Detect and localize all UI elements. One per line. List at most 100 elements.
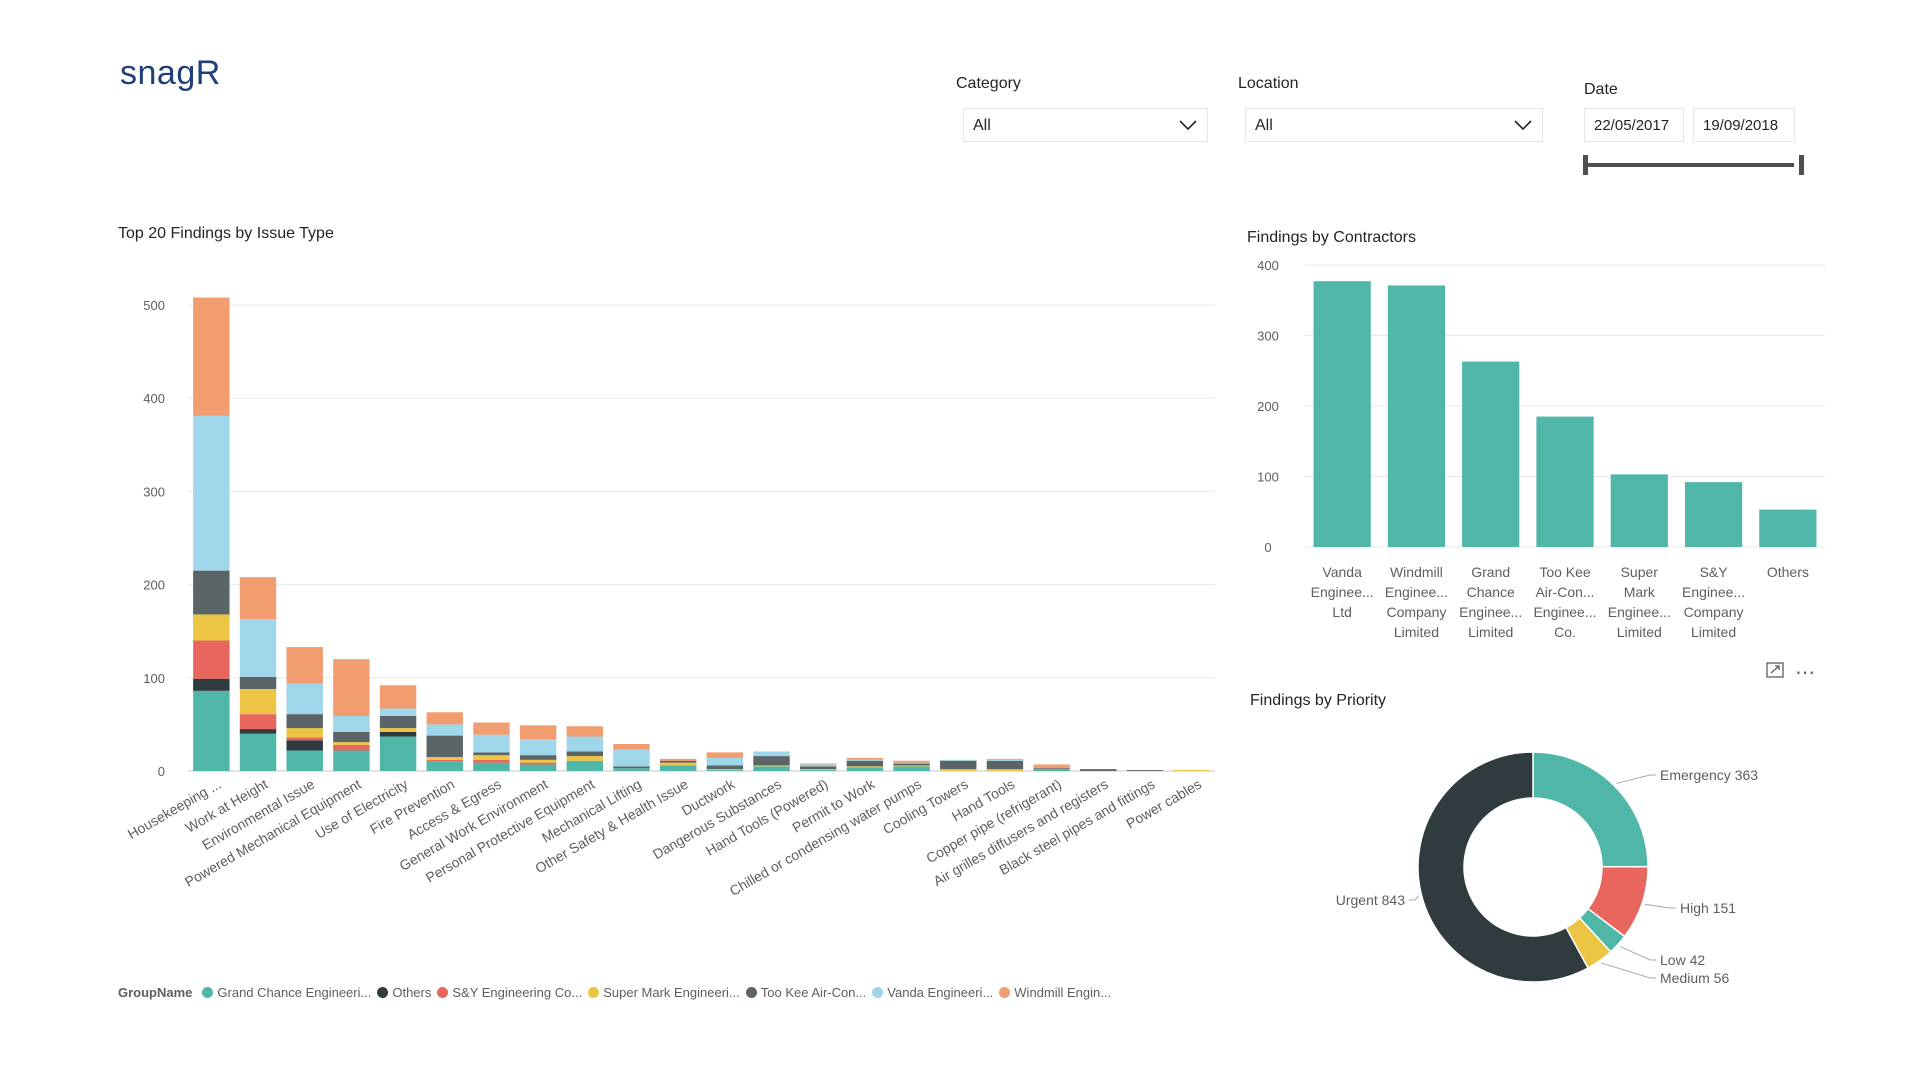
bar-segment [519,725,557,740]
y-tick-label: 0 [1264,540,1271,555]
x-category-label: Windmill [1390,564,1443,580]
category-selected-value: All [973,117,991,134]
date-range-slider[interactable] [1583,163,1794,167]
y-tick-label: 400 [143,391,165,406]
bar-segment [426,757,463,760]
snagr-logo: snagR [120,54,221,92]
bar-segment [706,765,744,770]
bar-segment [519,762,557,765]
more-options-icon[interactable]: ⋯ [1795,662,1816,684]
bar-segment [333,750,370,771]
contractors-bar-chart: 0 100 200 300 400 Vanda Enginee... Ltd Windmill E… [1257,258,1825,640]
legend-item[interactable]: Windmill Engin... [999,985,1111,1000]
category-dropdown[interactable]: All [963,108,1208,142]
bar-segment [566,760,604,771]
donut-slice [1532,751,1649,868]
issue-chart-legend: GroupName Grand Chance Engineeri... Others… [118,985,1117,1000]
legend-title: GroupName [118,985,193,1000]
legend-label: S&Y Engineering Co... [452,985,583,1000]
bar-segment [239,733,277,771]
bar-segment [379,728,417,732]
x-category-label: Enginee... [1608,604,1671,620]
bar-segment [193,297,230,416]
bar-segment [940,759,977,761]
legend-item[interactable]: Grand Chance Engineeri... [202,985,371,1000]
x-category-label: Enginee... [1311,584,1374,600]
bar-segment [286,750,323,771]
x-category-label: Company [1386,604,1446,620]
chevron-down-icon [1514,120,1532,130]
y-tick-label: 500 [143,298,165,313]
bar-segment [613,743,650,750]
contractor-bar [1536,416,1594,547]
date-slider-end-handle[interactable] [1799,155,1804,175]
legend-label: Grand Chance Engineeri... [217,985,372,1000]
bar-segment [426,712,463,725]
bar-segment [659,760,697,763]
bar-segment [566,756,604,761]
bar-segment [286,647,323,684]
bar-segment [426,759,463,762]
bar-segment [566,751,604,757]
leader-line [1644,903,1676,909]
x-category-label: Enginee... [1682,584,1745,600]
x-category-label: Limited [1617,624,1662,640]
location-dropdown[interactable]: All [1245,108,1543,142]
legend-item[interactable]: S&Y Engineering Co... [437,985,582,1000]
bar-segment [753,766,790,771]
bar-segment [286,714,323,729]
bar-segment [333,716,370,732]
x-category-label: Others [1767,564,1809,580]
end-date-input[interactable]: 19/09/2018 [1693,108,1795,142]
bar-segment [753,751,790,757]
bar-segment [473,752,510,756]
bar-segment [379,716,417,729]
date-slider-start-handle[interactable] [1583,155,1588,175]
legend-item[interactable]: Others [377,985,431,1000]
x-category-label: Air-Con... [1535,584,1594,600]
legend-item[interactable]: Super Mark Engineeri... [588,985,740,1000]
legend-item[interactable]: Too Kee Air-Con... [745,985,866,1000]
x-category-label: Super [1621,564,1659,580]
bar-segment [473,722,510,735]
legend-item[interactable]: Vanda Engineeri... [872,985,993,1000]
bar-segment [706,770,744,771]
donut-data-label: Low 42 [1660,952,1705,968]
bar-segment [333,744,370,751]
bar-segment [1033,764,1070,769]
contractors-chart-title: Findings by Contractors [1247,229,1416,246]
bar-segment [799,766,837,770]
focus-mode-icon[interactable] [1766,662,1784,678]
bar-segment [519,764,557,771]
bar-segment [566,726,604,737]
bar-segment [893,762,930,764]
x-category-label: Mark [1624,584,1656,600]
leader-line [1616,774,1656,784]
bar-segment [239,619,277,677]
bar-segment [799,769,837,771]
bar-segment [239,688,277,715]
bar-segment [613,749,650,767]
bar-segment [566,736,604,752]
bar-segment [473,755,510,760]
x-category-label: Ltd [1332,604,1351,620]
y-tick-label: 100 [1257,470,1279,485]
bar-segment [893,763,930,766]
bar-segment [846,757,884,760]
start-date-input[interactable]: 22/05/2017 [1584,108,1684,142]
bar-segment [706,752,744,758]
leader-line [1619,946,1656,961]
y-tick-label: 300 [143,484,165,499]
bar-segment [659,765,697,771]
legend-swatch [437,987,449,998]
donut-data-label: Urgent 843 [1336,892,1405,908]
x-category-label: Limited [1468,624,1513,640]
bar-segment [1033,769,1070,771]
location-selected-value: All [1255,117,1273,134]
location-filter-label: Location [1238,75,1299,92]
bar-segment [426,735,463,758]
x-category-label: Grand [1471,564,1510,580]
bar-segment [613,768,650,771]
bar-segment [519,755,557,760]
bar-segment [193,640,230,679]
